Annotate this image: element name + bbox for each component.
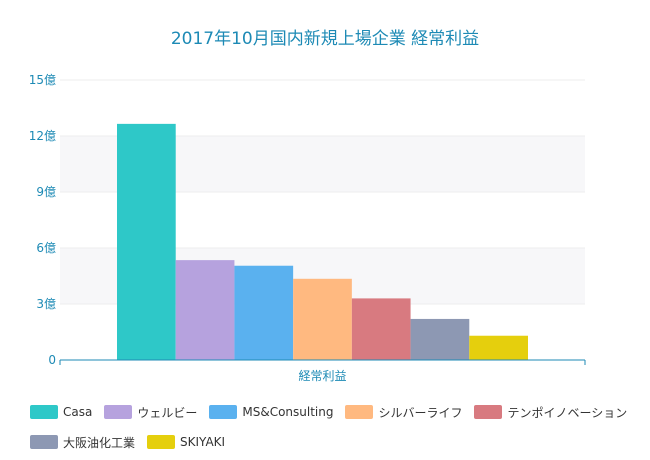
bar [469,335,528,360]
legend-item[interactable]: MS&Consulting [209,402,333,422]
legend-label: ウェルビー [137,405,198,420]
bar [234,265,294,360]
legend-label: SKIYAKI [180,435,226,449]
y-tick-label: 15億 [29,73,56,87]
x-category-label: 経常利益 [298,369,346,383]
legend-swatch [209,405,238,419]
legend: Casa ウェルビー MS&Consulting シルバーライフ テンポイノベーション大… [30,402,640,452]
legend-item[interactable]: ウェルビー [104,402,197,422]
legend-swatch [104,405,133,419]
y-tick-label: 6億 [36,241,56,255]
legend-item[interactable]: Casa [30,402,92,422]
legend-item[interactable]: SKIYAKI [147,432,225,452]
bar [293,278,352,360]
legend-label: 大阪油化工業 [63,435,136,450]
bar [117,123,176,360]
legend-swatch [345,405,374,419]
y-tick-label: 3億 [36,297,56,311]
legend-swatch [474,405,503,419]
bar [410,318,470,360]
y-tick-label: 0 [48,353,56,367]
y-tick-label: 12億 [29,129,56,143]
legend-item[interactable]: テンポイノベーション [474,402,627,422]
legend-swatch [147,435,176,449]
legend-item[interactable]: 大阪油化工業 [30,432,135,452]
legend-label: シルバーライフ [378,405,463,420]
legend-label: MS&Consulting [242,405,334,419]
legend-label: Casa [63,405,93,419]
bar [175,260,235,360]
legend-swatch [30,435,58,449]
legend-item[interactable]: シルバーライフ [345,402,462,422]
y-tick-label: 9億 [36,185,56,199]
chart-title: 2017年10月国内新規上場企業 経常利益 [170,29,480,49]
legend-swatch [30,405,58,419]
legend-label: テンポイノベーション [507,405,628,420]
bar [351,298,411,360]
